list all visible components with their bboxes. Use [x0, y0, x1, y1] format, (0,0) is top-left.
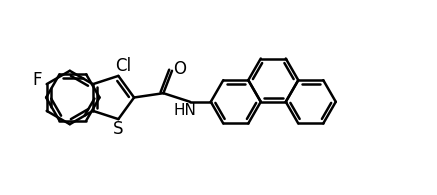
Text: F: F: [32, 71, 42, 89]
Text: HN: HN: [173, 103, 196, 118]
Text: Cl: Cl: [115, 57, 132, 75]
Text: S: S: [113, 120, 124, 138]
Text: O: O: [173, 60, 186, 78]
